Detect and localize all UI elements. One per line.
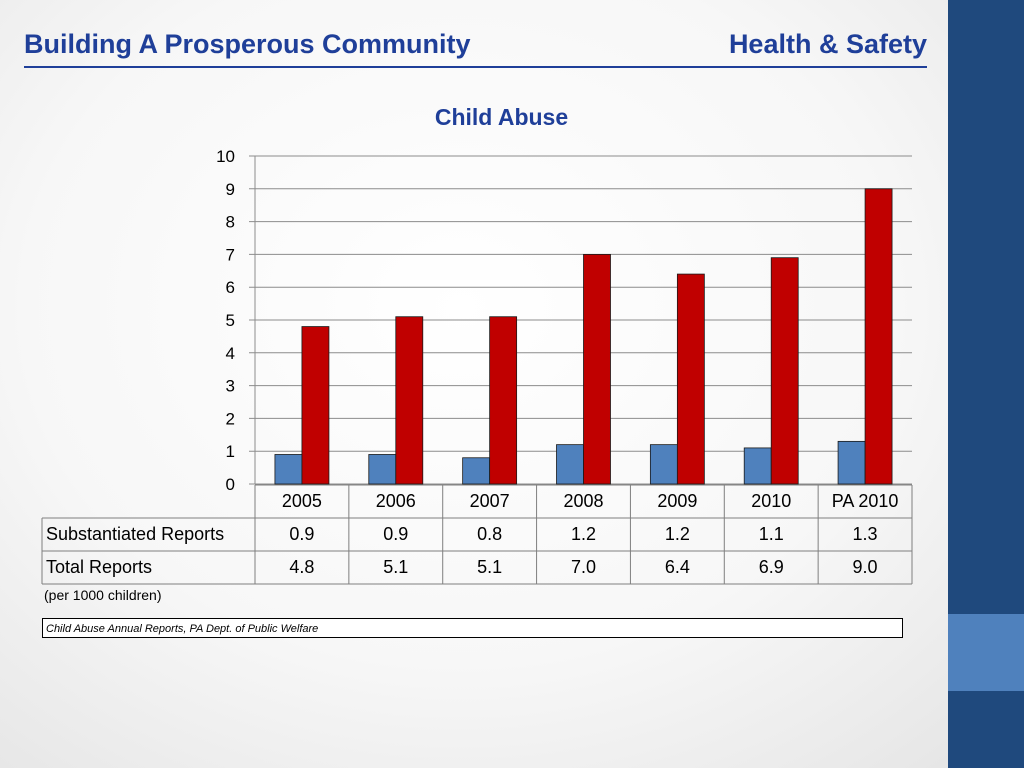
y-tick-label: 9 (226, 180, 235, 199)
bar-total (583, 253, 611, 485)
chart-footnote: (per 1000 children) (44, 587, 162, 603)
bar-total (864, 188, 893, 485)
y-tick-label: 5 (226, 311, 235, 330)
sidebar-accent-block (948, 614, 1024, 691)
bar-substantiated (837, 440, 866, 485)
table-cell: 1.3 (853, 524, 878, 544)
bar-total (770, 257, 799, 485)
table-cell: 6.4 (665, 557, 690, 577)
bar-substantiated (368, 454, 397, 485)
slide-title: Building A Prosperous Community Health &… (24, 28, 927, 68)
y-tick-label: 2 (226, 409, 235, 428)
y-tick-label: 3 (226, 377, 235, 396)
table-cell: 0.9 (383, 524, 408, 544)
table-cell: 1.1 (759, 524, 784, 544)
bar-total (395, 316, 424, 485)
y-tick-label: 6 (226, 278, 235, 297)
x-tick-label: 2006 (376, 491, 416, 511)
slide-title-right: Health & Safety (728, 29, 927, 59)
bar-substantiated (462, 457, 491, 485)
y-tick-label: 7 (226, 245, 235, 264)
x-tick-label: PA 2010 (832, 491, 899, 511)
y-tick-label: 10 (216, 147, 235, 166)
table-cell: 1.2 (571, 524, 596, 544)
y-tick-label: 4 (226, 344, 235, 363)
bar-substantiated (274, 454, 303, 485)
table-cell: 4.8 (289, 557, 314, 577)
bar-total (489, 316, 518, 485)
x-tick-label: 2009 (657, 491, 697, 511)
table-cell: 0.8 (477, 524, 502, 544)
table-row-label: Substantiated Reports (46, 524, 224, 544)
x-tick-label: 2008 (563, 491, 603, 511)
chart-title: Child Abuse (434, 104, 569, 130)
bar-total (676, 273, 705, 485)
table-cell: 0.9 (289, 524, 314, 544)
x-tick-label: 2005 (282, 491, 322, 511)
table-row-label: Total Reports (46, 557, 152, 577)
table-cell: 6.9 (759, 557, 784, 577)
table-cell: 7.0 (571, 557, 596, 577)
slide-title-left: Building A Prosperous Community (24, 29, 471, 59)
y-tick-label: 8 (226, 213, 235, 232)
table-cell: 5.1 (477, 557, 502, 577)
table-cell: 5.1 (383, 557, 408, 577)
y-tick-label: 0 (226, 475, 235, 494)
bar-substantiated (649, 444, 678, 485)
table-cell: 9.0 (853, 557, 878, 577)
x-tick-label: 2010 (751, 491, 791, 511)
x-tick-label: 2007 (470, 491, 510, 511)
source-note: Child Abuse Annual Reports, PA Dept. of … (42, 618, 903, 638)
y-tick-label: 1 (226, 442, 235, 461)
bar-substantiated (743, 447, 772, 485)
bar-total (301, 326, 330, 485)
table-cell: 1.2 (665, 524, 690, 544)
bar-substantiated (556, 444, 584, 485)
